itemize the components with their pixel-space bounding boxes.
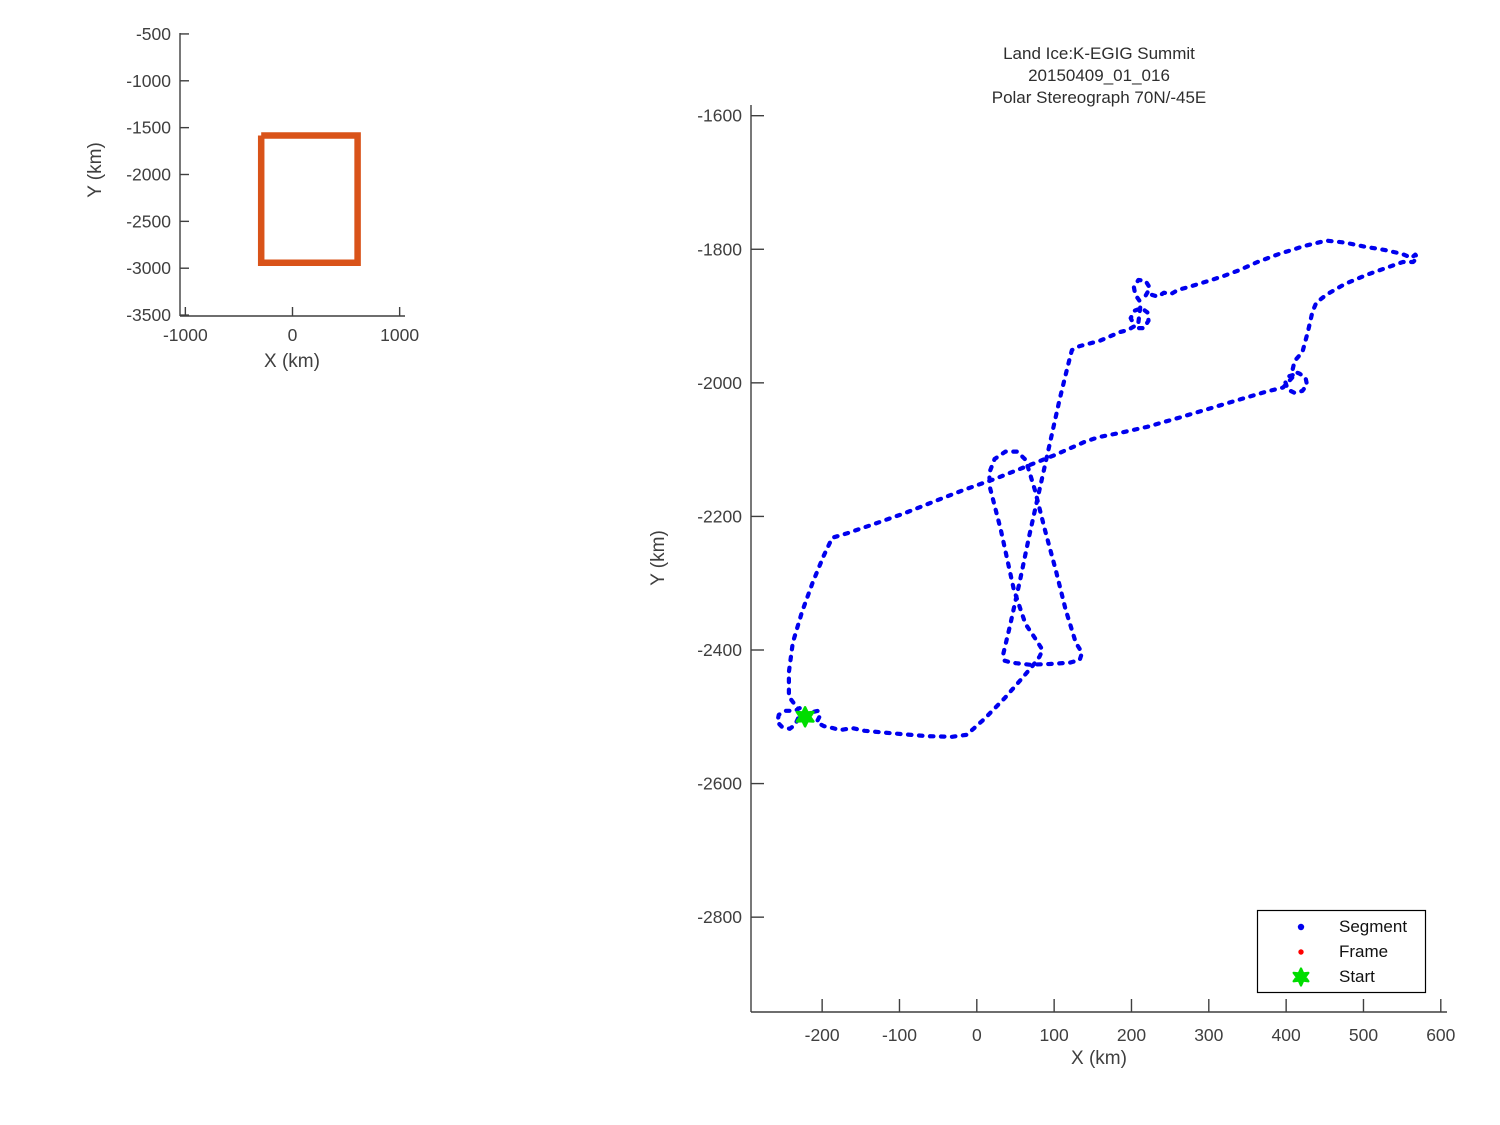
overview-y-tick-label: -1500 bbox=[126, 118, 171, 138]
main-x-axis-label: X (km) bbox=[1071, 1048, 1127, 1069]
overview-y-tick-label: -3000 bbox=[126, 258, 171, 278]
main-y-tick-label: -1600 bbox=[697, 106, 742, 126]
main-y-tick-label: -2000 bbox=[697, 373, 742, 393]
start-marker bbox=[795, 706, 815, 728]
main-y-tick-label: -2400 bbox=[697, 640, 742, 660]
main-plot: -200 -100 0 100 200 300 400 500 600 -1600 -1800 -20… bbox=[697, 105, 1456, 1045]
main-y-tick-label: -2800 bbox=[697, 907, 742, 927]
overview-plot: -1000 0 1000 -500 -1000 -1500 -2000 -2500 -3000 -… bbox=[126, 24, 419, 345]
overview-y-tick-label: -2500 bbox=[126, 211, 171, 231]
legend-label-segment: Segment bbox=[1339, 917, 1408, 936]
main-x-tick-label: 500 bbox=[1349, 1025, 1378, 1045]
main-x-tick-label: 400 bbox=[1272, 1025, 1301, 1045]
legend-start-marker bbox=[1292, 967, 1310, 987]
main-y-tick-label: -2200 bbox=[697, 506, 742, 526]
overview-x-axis-label: X (km) bbox=[264, 351, 320, 372]
main-title-line-2: 20150409_01_016 bbox=[1028, 66, 1170, 85]
legend-segment-marker bbox=[1297, 923, 1305, 931]
overview-x-tick-label: -1000 bbox=[163, 325, 208, 345]
main-title-line-1: Land Ice:K-EGIG Summit bbox=[1003, 44, 1195, 63]
main-x-tick-label: 600 bbox=[1426, 1025, 1455, 1045]
legend-box bbox=[1256, 909, 1427, 994]
main-x-tick-label: 300 bbox=[1194, 1025, 1223, 1045]
overview-x-tick-label: 1000 bbox=[380, 325, 419, 345]
main-title-line-3: Polar Stereograph 70N/-45E bbox=[991, 88, 1207, 107]
overview-y-tick-label: -1000 bbox=[126, 71, 171, 91]
overview-y-axis-label: Y (km) bbox=[85, 142, 106, 198]
overview-y-tick-label: -2000 bbox=[126, 165, 171, 185]
overview-y-tick-label: -3500 bbox=[126, 305, 171, 325]
flight-path-segment-line bbox=[775, 238, 1420, 739]
main-x-tick-label: 100 bbox=[1040, 1025, 1069, 1045]
legend-label-start: Start bbox=[1339, 967, 1375, 986]
overview-view-extent-box bbox=[257, 132, 361, 267]
main-y-tick-label: -1800 bbox=[697, 239, 742, 259]
main-x-tick-label: -100 bbox=[882, 1025, 917, 1045]
legend-label-frame: Frame bbox=[1339, 942, 1389, 961]
main-x-tick-label: -200 bbox=[805, 1025, 840, 1045]
main-y-tick-label: -2600 bbox=[697, 774, 742, 794]
main-x-tick-label: 0 bbox=[972, 1025, 982, 1045]
overview-y-tick-label: -500 bbox=[136, 24, 171, 44]
main-x-tick-label: 200 bbox=[1117, 1025, 1146, 1045]
main-y-axis-label: Y (km) bbox=[648, 530, 669, 586]
overview-x-tick-label: 0 bbox=[288, 325, 298, 345]
legend bbox=[1256, 909, 1427, 994]
legend-frame-marker bbox=[1298, 949, 1304, 955]
